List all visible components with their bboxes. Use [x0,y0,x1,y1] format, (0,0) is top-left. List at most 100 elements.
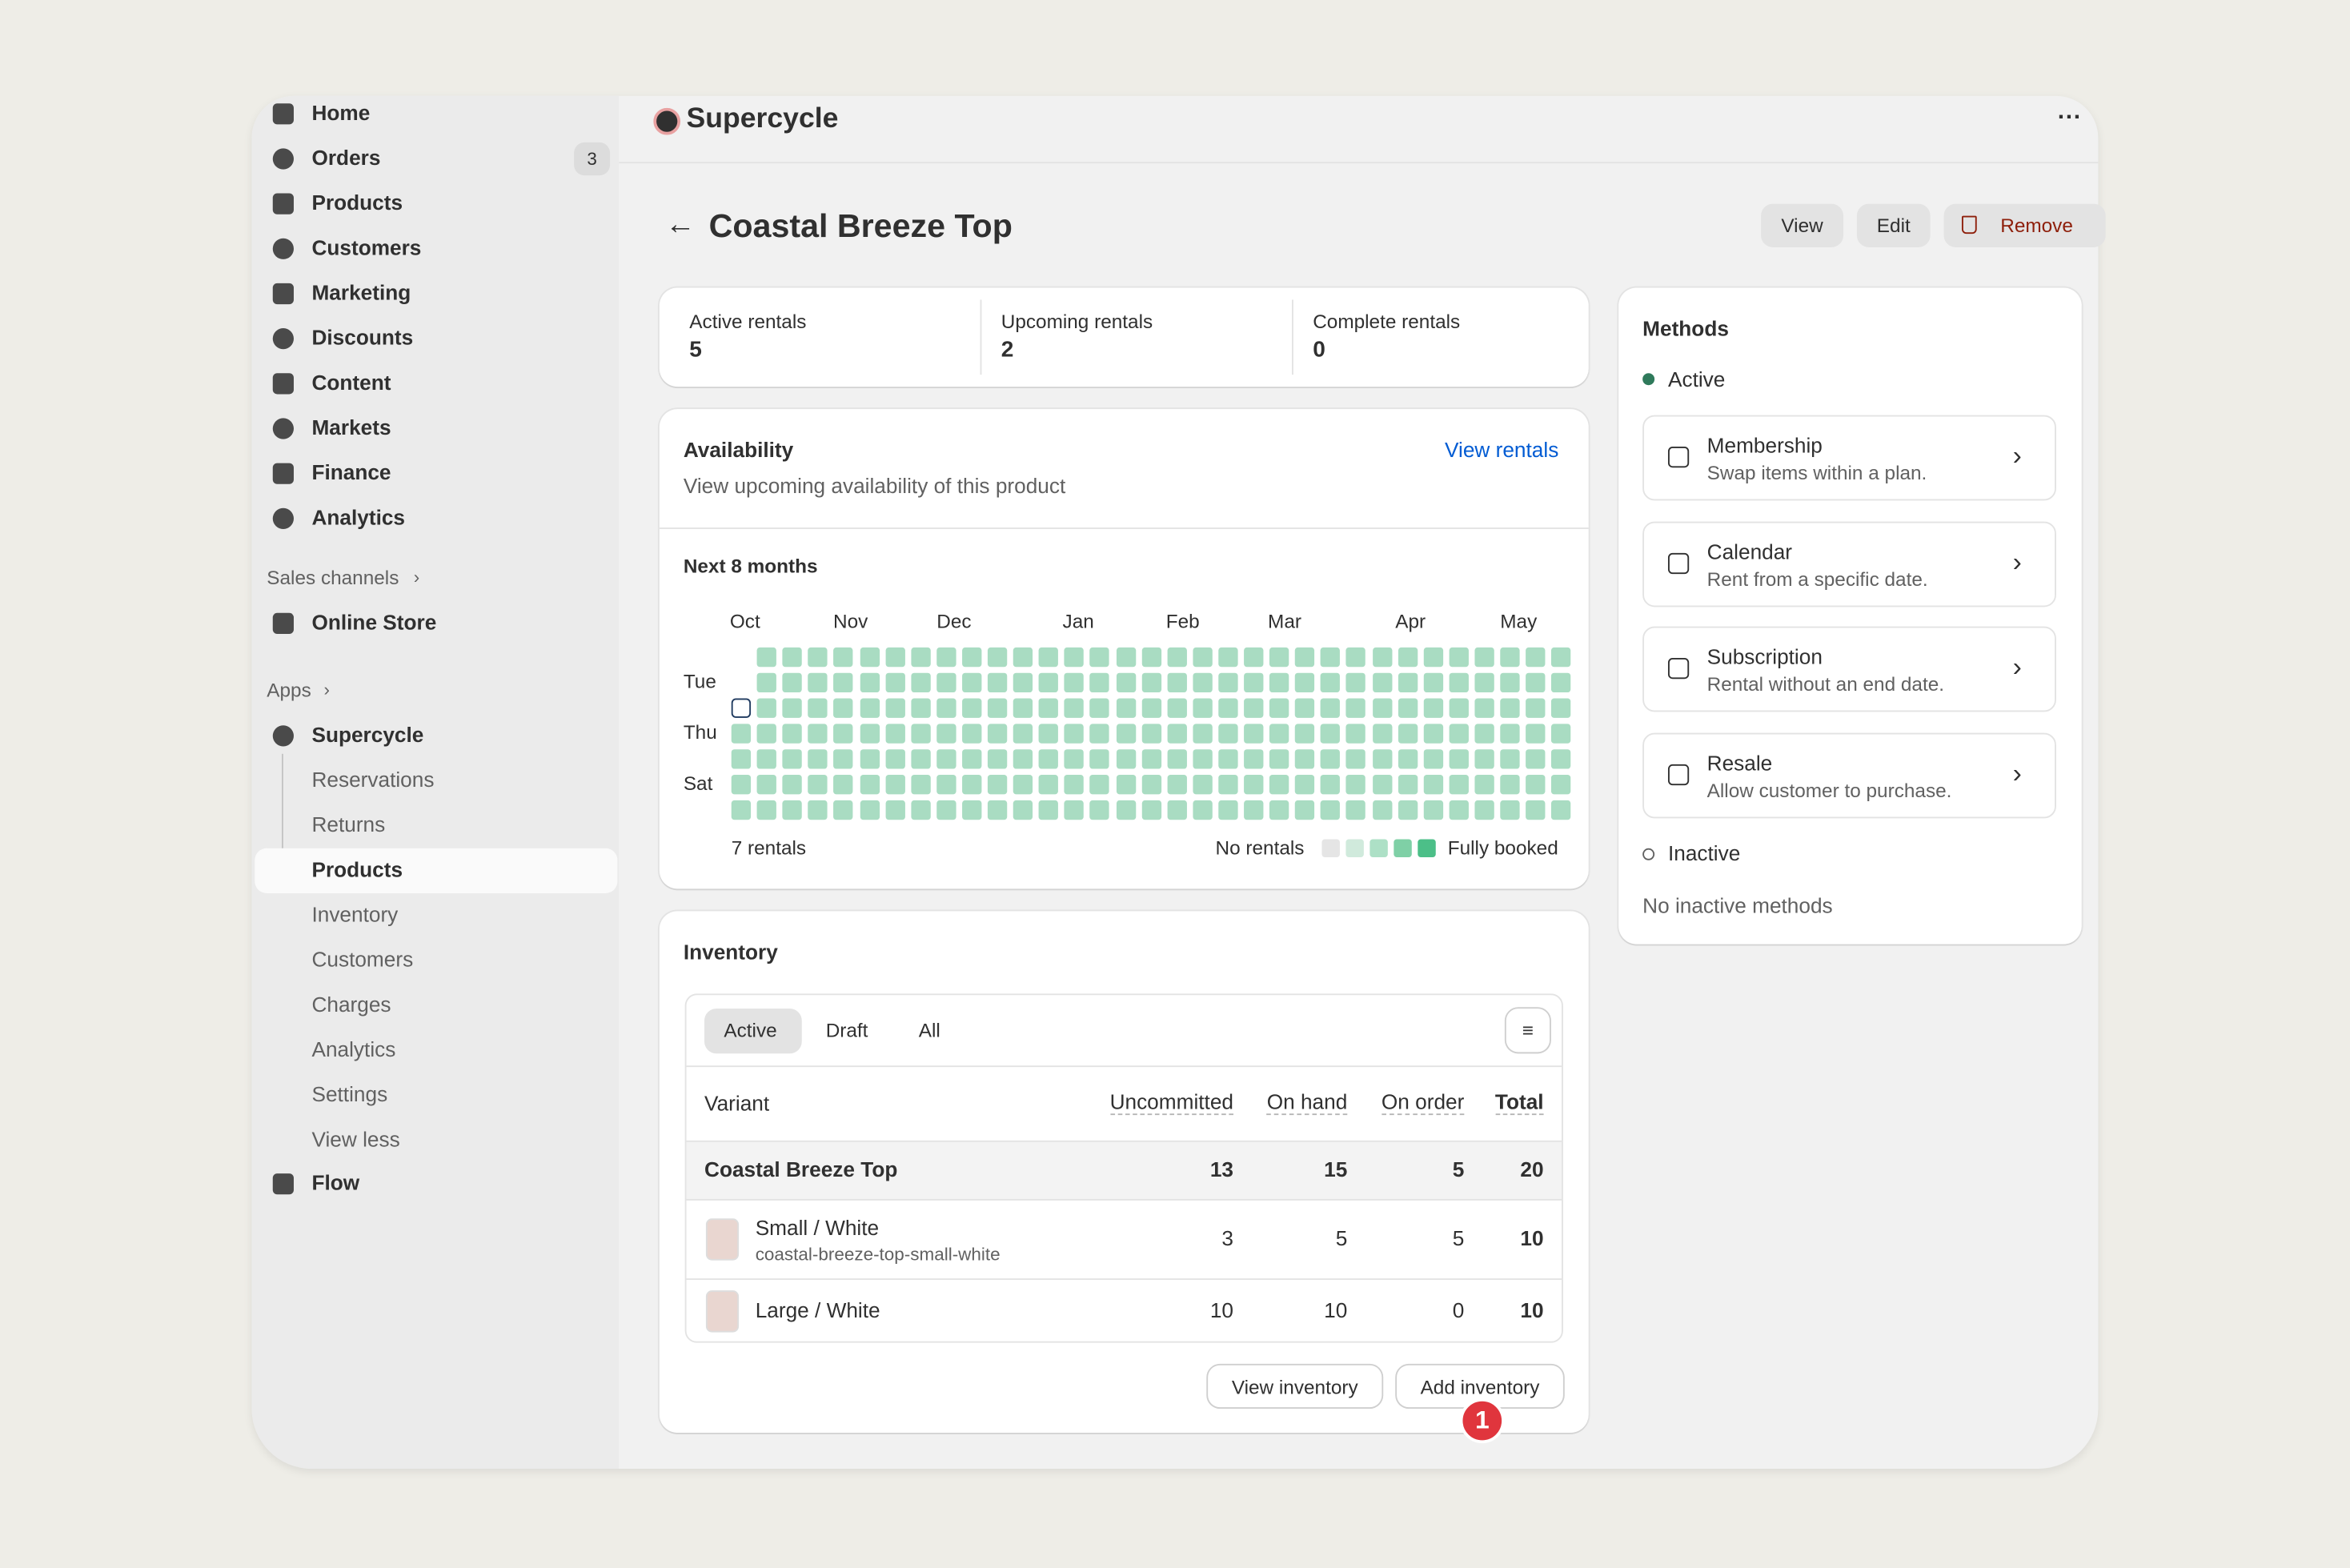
tab[interactable]: Active [724,1019,777,1042]
stat-value: 0 [1313,337,1325,363]
heat-cell [1141,724,1161,744]
heat-cell [1295,775,1315,795]
nav-item[interactable]: Supercycle [311,722,424,747]
heat-cell [859,800,880,820]
sub-nav-item[interactable]: Customers [311,947,414,972]
topbar-line [619,162,2099,164]
heat-cell [1295,800,1315,820]
heat-cell [910,724,931,744]
heat-cell [936,775,956,795]
sub-nav-item[interactable]: View less [311,1127,400,1152]
sub-nav-item[interactable]: Reservations [311,767,435,792]
heat-cell [1089,724,1110,744]
heat-cell [1346,775,1366,795]
tree-line [282,753,283,871]
heat-cell [1064,800,1085,820]
heat-cell [1321,749,1341,769]
method-item[interactable] [1642,626,2056,712]
heat-cell [1269,647,1289,668]
method-name: Resale [1706,750,1773,775]
nav-item[interactable]: Marketing [311,280,411,305]
card-title: Availability [683,437,794,462]
heat-cell [782,749,803,769]
heat-cell [833,749,854,769]
heat-cell [936,724,956,744]
icon [272,725,294,747]
heat-cell [1449,647,1469,668]
method-item[interactable] [1642,520,2056,607]
month-label: Feb [1165,610,1200,633]
heat-cell [1346,698,1366,718]
heat-cell [1346,672,1366,693]
method-item[interactable] [1642,732,2056,818]
header-button[interactable]: Remove [1943,203,2106,247]
cell-value: 5 [1335,1225,1348,1250]
nav-item[interactable]: Orders [311,145,381,170]
heat-cell [756,724,777,744]
tab[interactable]: All [918,1019,940,1042]
heat-cell [1346,724,1366,744]
heat-cell [782,724,803,744]
heat-cell [961,724,982,744]
nav-badge: 3 [574,142,611,176]
nav-item[interactable]: Finance [311,459,391,484]
heat-cell [1346,749,1366,769]
nav-item[interactable]: Analytics [311,504,406,529]
heat-cell [1013,672,1033,693]
tab[interactable]: Draft [825,1019,868,1042]
heat-cell [1500,724,1520,744]
nav-item[interactable]: Customers [311,235,422,259]
heat-cell [1423,775,1443,795]
inventory-button[interactable]: Add inventory [1397,1365,1563,1408]
day-label: Tue [683,669,716,693]
heat-cell [884,800,905,820]
heat-cell [859,775,880,795]
divider [980,299,982,375]
sub-nav-item[interactable]: Settings [311,1081,388,1106]
status-dot [1642,848,1655,860]
nav-item[interactable]: Home [311,100,371,125]
heat-cell [1423,672,1443,693]
header-button[interactable]: View [1761,203,1844,247]
heat-cell [1269,775,1289,795]
sub-nav-item[interactable]: Returns [311,812,386,836]
link[interactable]: View rentals [1444,437,1559,462]
chevron: › [2012,546,2022,576]
heat-cell [987,724,1008,744]
nav-item[interactable]: Products [311,190,403,215]
heat-cell [1449,672,1469,693]
nav-item[interactable]: Markets [311,415,391,439]
heat-cell [1321,775,1341,795]
cell-value: 15 [1324,1157,1348,1181]
method-item[interactable] [1642,415,2056,501]
heat-cell [987,647,1008,668]
nav-item[interactable]: Flow [311,1170,360,1195]
cell-value: 20 [1520,1157,1544,1181]
heat-cell [1064,724,1085,744]
inventory-button[interactable]: View inventory [1208,1365,1382,1408]
heat-cell [1141,749,1161,769]
filter-button[interactable]: ≡ [1506,1009,1550,1053]
chevron: › [2012,652,2022,682]
sub-nav-item[interactable]: Charges [311,992,391,1017]
back-arrow[interactable]: ← [665,208,696,242]
nav-item[interactable]: Discounts [311,325,414,350]
icon [272,328,294,350]
month-label: Oct [729,610,760,633]
sub-nav-item[interactable]: Inventory [311,902,399,927]
sub-nav-item[interactable]: Products [311,857,403,881]
heat-cell [910,800,931,820]
heat-cell [1013,724,1033,744]
nav-item[interactable]: Content [311,370,391,395]
chevron: › [2012,440,2022,471]
nav-item[interactable]: Online Store [311,610,437,635]
more-menu[interactable]: ··· [2057,105,2082,130]
subtitle: View upcoming availability of this produ… [683,473,1066,498]
heat-cell [859,672,880,693]
sub-nav-item[interactable]: Analytics [311,1037,396,1061]
cell-value: 10 [1324,1297,1348,1322]
method-name: Calendar [1706,539,1793,563]
header-button[interactable]: Edit [1856,203,1931,247]
col-header: Uncommitted [1109,1089,1233,1116]
heat-cell [884,672,905,693]
